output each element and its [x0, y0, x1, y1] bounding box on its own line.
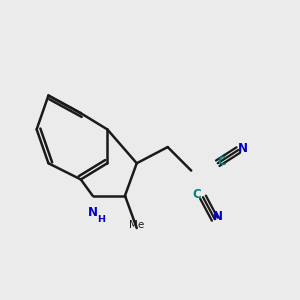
Text: C: C — [193, 188, 202, 201]
Text: N: N — [238, 142, 248, 155]
Text: Me: Me — [129, 220, 144, 230]
Text: C: C — [217, 155, 226, 168]
Text: H: H — [97, 215, 105, 224]
Text: N: N — [88, 206, 98, 219]
Text: N: N — [213, 210, 223, 223]
